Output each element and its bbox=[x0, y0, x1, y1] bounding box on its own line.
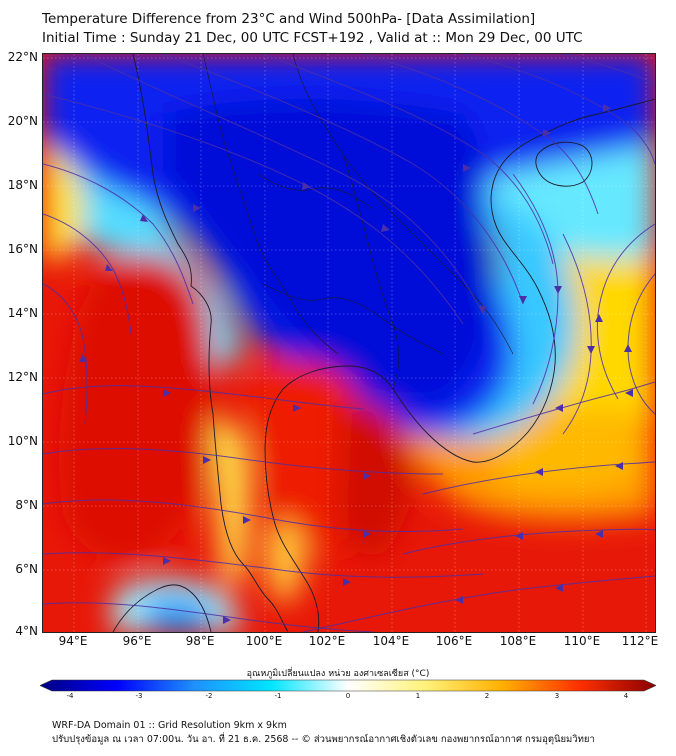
colorbar-tick: 3 bbox=[554, 692, 560, 700]
temperature-map bbox=[43, 54, 655, 632]
wind-streamlines bbox=[43, 54, 655, 632]
lon-label-98: 98°E bbox=[185, 634, 215, 648]
lat-label-12: 12°N bbox=[7, 370, 38, 384]
lat-label-10: 10°N bbox=[7, 434, 38, 448]
title-line-2: Initial Time : Sunday 21 Dec, 00 UTC FCS… bbox=[42, 30, 583, 46]
colorbar-tick: -1 bbox=[274, 692, 282, 700]
chart-title: Temperature Difference from 23°C and Win… bbox=[42, 10, 583, 48]
colorbar-tick: 0 bbox=[345, 692, 351, 700]
wind-arrows bbox=[79, 104, 633, 624]
lon-label-112: 112°E bbox=[621, 634, 659, 648]
lon-label-108: 108°E bbox=[499, 634, 537, 648]
colorbar-tick: 4 bbox=[623, 692, 629, 700]
lon-label-96: 96°E bbox=[122, 634, 152, 648]
lon-label-104: 104°E bbox=[372, 634, 410, 648]
colorbar bbox=[40, 679, 656, 692]
lon-label-106: 106°E bbox=[435, 634, 473, 648]
colorbar-tick: -4 bbox=[66, 692, 74, 700]
title-line-1: Temperature Difference from 23°C and Win… bbox=[42, 11, 536, 27]
map-panel bbox=[42, 53, 656, 633]
colorbar-tick: 2 bbox=[484, 692, 490, 700]
colorbar-tick: -3 bbox=[135, 692, 143, 700]
lon-label-110: 110°E bbox=[563, 634, 601, 648]
footer-model-info: WRF-DA Domain 01 :: Grid Resolution 9km … bbox=[52, 720, 287, 731]
lat-label-16: 16°N bbox=[7, 242, 38, 256]
lon-label-94: 94°E bbox=[58, 634, 88, 648]
temperature-field bbox=[43, 54, 655, 632]
lat-label-4: 4°N bbox=[15, 624, 38, 638]
lat-label-8: 8°N bbox=[15, 498, 38, 512]
lat-label-6: 6°N bbox=[15, 562, 38, 576]
lat-label-18: 18°N bbox=[7, 178, 38, 192]
gridlines bbox=[43, 54, 655, 632]
colorbar-tick: -2 bbox=[205, 692, 213, 700]
colorbar-title: อุณหภูมิเปลี่ยนแปลง หน่วย องศาเซลเซียส (… bbox=[246, 669, 430, 679]
footer: WRF-DA Domain 01 :: Grid Resolution 9km … bbox=[52, 719, 595, 747]
lat-label-20: 20°N bbox=[7, 114, 38, 128]
lon-label-100: 100°E bbox=[245, 634, 283, 648]
lat-label-22: 22°N bbox=[7, 50, 38, 64]
footer-credit: ปรับปรุงข้อมูล ณ เวลา 07:00น. วัน อา. ที… bbox=[52, 734, 595, 745]
lon-label-102: 102°E bbox=[308, 634, 346, 648]
lat-label-14: 14°N bbox=[7, 306, 38, 320]
colorbar-tick: 1 bbox=[415, 692, 421, 700]
